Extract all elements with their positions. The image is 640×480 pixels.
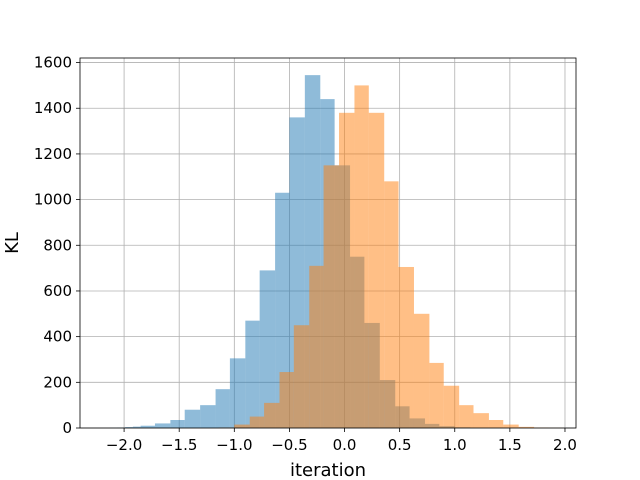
histogram-bar-series-1 — [275, 192, 290, 428]
histogram-bar-series-1 — [140, 425, 155, 428]
histogram-bar-series-1 — [215, 389, 230, 428]
histogram-bar-series-2 — [503, 424, 519, 428]
histogram-bar-series-2 — [279, 372, 294, 428]
histogram-bar-series-1 — [125, 427, 133, 428]
x-tick-label: 0.5 — [388, 436, 412, 454]
histogram-bar-series-2 — [234, 424, 250, 428]
histogram-bar-series-2 — [339, 112, 355, 428]
x-tick-label: 1.0 — [443, 436, 467, 454]
histogram-bars — [109, 75, 564, 428]
histogram-bar-series-1 — [154, 423, 171, 428]
histogram-bar-series-1 — [229, 358, 246, 428]
x-tick-label: −1.0 — [216, 436, 252, 454]
histogram-bar-series-2 — [518, 426, 535, 428]
y-tick-label: 1600 — [34, 54, 72, 72]
plot-frame — [79, 57, 577, 429]
histogram-bar-series-2 — [429, 362, 444, 428]
histogram-bar-series-2 — [473, 413, 489, 428]
x-tick-label: −1.5 — [161, 436, 197, 454]
y-tick-label: 800 — [43, 236, 72, 254]
x-tick-label: 2.0 — [553, 436, 577, 454]
y-tick-label: 1400 — [34, 99, 72, 117]
histogram-bar-series-2 — [384, 181, 399, 428]
x-axis-label: iteration — [290, 460, 366, 480]
y-tick-label: 1000 — [34, 191, 72, 209]
histogram-bar-series-1 — [184, 409, 201, 428]
x-tick-label: −2.0 — [106, 436, 142, 454]
histogram-bar-series-2 — [413, 313, 430, 428]
x-tick-label: 1.5 — [498, 436, 522, 454]
axis-ticks: −2.0 −1.5 −1.0 −0.5 0.0 0.5 1.0 1.5 2.0 0 200 400 60… — [34, 54, 577, 454]
histogram-bar-series-2 — [293, 325, 310, 428]
histogram-bar-series-2 — [398, 266, 414, 428]
histogram-bar-series-2 — [323, 165, 340, 428]
histogram-bar-series-1 — [245, 320, 260, 428]
histogram-bar-series-1 — [259, 270, 276, 428]
histogram-bar-series-1 — [132, 426, 141, 428]
y-tick-label: 600 — [43, 282, 72, 300]
x-tick-label: 0.0 — [333, 436, 357, 454]
histogram-bar-series-2 — [249, 416, 265, 428]
histogram-bar-series-2 — [488, 420, 504, 428]
y-tick-label: 400 — [43, 328, 72, 346]
histogram-bar-series-2 — [368, 112, 385, 428]
x-tick-label: −0.5 — [271, 436, 307, 454]
histogram-bar-series-2 — [354, 85, 369, 428]
histogram-bar-series-1 — [200, 405, 216, 428]
histogram-bar-series-2 — [309, 265, 324, 428]
histogram-bar-series-2 — [264, 402, 280, 428]
histogram-bar-series-2 — [443, 385, 460, 428]
y-axis-label: KL — [2, 232, 23, 254]
y-tick-label: 0 — [62, 419, 72, 437]
y-tick-label: 200 — [43, 373, 72, 391]
y-tick-label: 1200 — [34, 145, 72, 163]
histogram-bar-series-1 — [170, 420, 185, 428]
histogram-bar-series-2 — [459, 405, 474, 428]
